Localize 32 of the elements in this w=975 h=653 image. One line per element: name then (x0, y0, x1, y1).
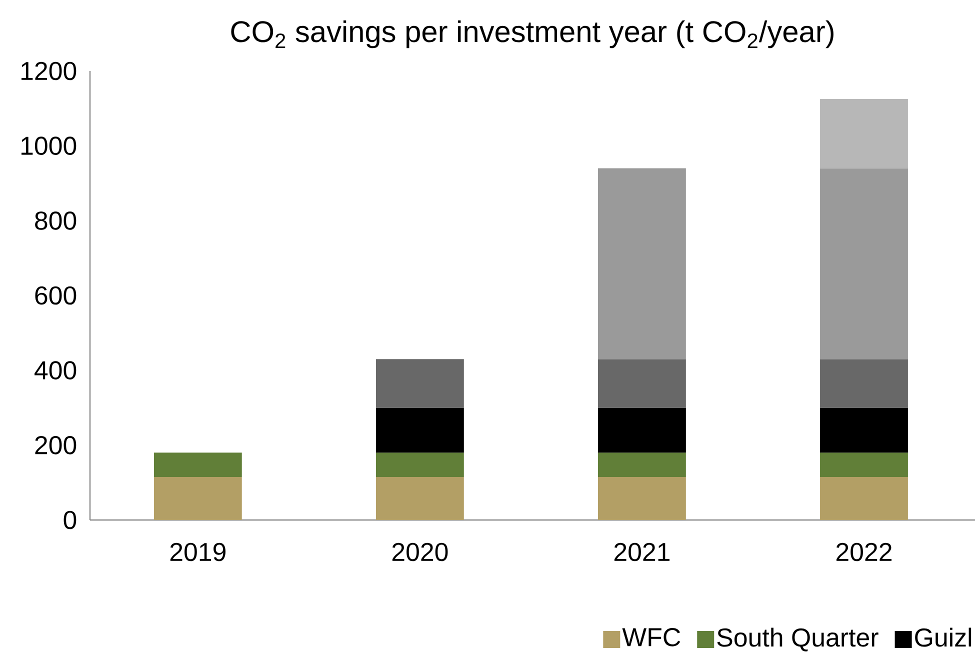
y-tick-label: 0 (64, 510, 76, 530)
bar (376, 408, 464, 453)
x-tick-label: 2020 (392, 542, 448, 562)
bar (598, 359, 686, 408)
bar (376, 359, 464, 408)
legend-label: South Quarter (717, 628, 878, 652)
x-tick-label: 2021 (614, 542, 670, 562)
bar (820, 476, 908, 520)
y-tick-label: 1000 (22, 136, 76, 155)
y-tick-label: 600 (35, 286, 76, 305)
bar (820, 168, 908, 360)
y-tick-label: 1200 (22, 62, 76, 80)
bar (598, 452, 686, 477)
bar (598, 476, 686, 520)
bar (376, 476, 464, 520)
bar (376, 452, 464, 477)
bar (154, 476, 242, 520)
bar (820, 359, 908, 408)
y-tick-label: 200 (35, 436, 76, 454)
y-tick-label: 400 (34, 361, 76, 380)
x-tick-label: 2019 (170, 542, 226, 562)
bar (820, 408, 908, 453)
bar (820, 452, 908, 477)
y-tick-label: 800 (35, 211, 76, 230)
legend-label: Guizl (915, 628, 972, 647)
bar (154, 452, 242, 477)
legend-label: WFC (622, 628, 680, 646)
bar (820, 99, 908, 168)
x-tick-label: 2022 (836, 542, 892, 562)
chart-title: CO$_{2}$ savings per investment year (t CO$_{2}$/year) (231, 20, 834, 48)
bar (598, 168, 686, 360)
bar (598, 408, 686, 453)
